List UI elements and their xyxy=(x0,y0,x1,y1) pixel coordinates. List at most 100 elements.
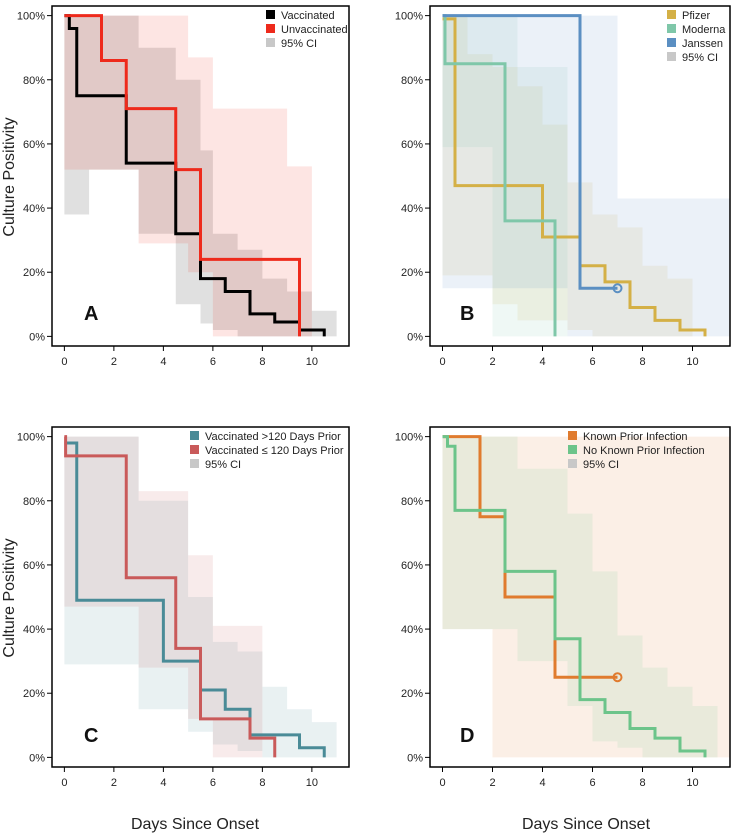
panel-a: 0% 20% 40% 60% 80% 100% 0 2 4 6 8 10 A Vaccinated Unva… xyxy=(17,5,350,368)
series-line-unvaccinated xyxy=(64,14,301,337)
y-tick-label: 20% xyxy=(23,267,45,279)
panel-letter: D xyxy=(460,725,474,747)
legend-swatch xyxy=(667,24,676,33)
series-line-pfizer xyxy=(442,17,707,337)
ci-band-vaccinated-120-days-prior xyxy=(64,436,337,758)
series-line-vaccinated xyxy=(64,14,326,337)
y-tick-label: 20% xyxy=(401,688,423,700)
series-line-vaccinated-120-days-prior xyxy=(64,435,277,758)
series-line-no-known-prior-infection xyxy=(442,435,707,758)
x-tick-label: 0 xyxy=(61,356,67,368)
y-tick-label: 20% xyxy=(401,267,423,279)
legend-swatch xyxy=(190,431,199,440)
panel-letter: C xyxy=(84,725,98,747)
y-tick-label: 60% xyxy=(401,560,423,572)
y-tick-label: 20% xyxy=(23,688,45,700)
ci-band-no-known-prior-infection xyxy=(442,436,718,758)
x-tick-label: 6 xyxy=(589,777,595,789)
y-tick-label: 0% xyxy=(29,331,45,343)
censor-point-known-prior-infection xyxy=(612,672,623,683)
y-tick-label: 80% xyxy=(23,75,45,87)
x-tick-label: 0 xyxy=(439,356,445,368)
y-tick-label: 40% xyxy=(23,203,45,215)
x-tick-label: 2 xyxy=(489,356,495,368)
x-tick-label: 6 xyxy=(210,777,216,789)
legend-label: Vaccinated xyxy=(281,10,335,22)
legend-label: No Known Prior Infection xyxy=(583,445,705,457)
legend-swatch xyxy=(190,445,199,454)
y-tick-label: 80% xyxy=(401,75,423,87)
legend-swatch xyxy=(667,52,676,61)
legend-swatch xyxy=(667,10,676,19)
legend-label: 95% CI xyxy=(281,38,317,50)
x-tick-label: 10 xyxy=(686,356,698,368)
legend-label: Janssen xyxy=(682,38,723,50)
legend-swatch xyxy=(568,445,577,454)
x-axis-title-left: Days Since Onset xyxy=(131,816,260,833)
x-tick-label: 2 xyxy=(111,777,117,789)
legend-label: Vaccinated >120 Days Prior xyxy=(205,431,341,443)
legend-swatch xyxy=(266,24,275,33)
x-tick-label: 8 xyxy=(639,777,645,789)
x-tick-label: 8 xyxy=(259,777,265,789)
y-tick-label: 100% xyxy=(17,11,45,23)
x-tick-label: 0 xyxy=(439,777,445,789)
legend-swatch xyxy=(266,38,275,47)
panel-d: 0% 20% 40% 60% 80% 100% 0 2 4 6 8 10 D Known Prior In… xyxy=(395,426,731,789)
x-tick-label: 8 xyxy=(259,356,265,368)
legend-label: 95% CI xyxy=(583,459,619,471)
y-tick-label: 40% xyxy=(401,624,423,636)
plot-frame xyxy=(429,5,731,347)
x-tick-label: 4 xyxy=(160,777,166,789)
y-tick-label: 100% xyxy=(395,11,423,23)
plot-frame xyxy=(429,426,731,768)
y-tick-label: 60% xyxy=(401,139,423,151)
ci-band-janssen xyxy=(442,15,730,337)
y-axis-title-bottom: Culture Positivity xyxy=(1,538,18,657)
legend-label: Pfizer xyxy=(682,10,710,22)
y-tick-label: 40% xyxy=(401,203,423,215)
x-tick-label: 0 xyxy=(61,777,67,789)
x-tick-label: 10 xyxy=(686,777,698,789)
y-tick-label: 80% xyxy=(23,496,45,508)
series-line-vaccinated-120-days-prior xyxy=(64,441,326,758)
panel-b: 0% 20% 40% 60% 80% 100% 0 2 4 6 8 10 B Pfizer Moderna J… xyxy=(395,5,731,368)
legend-swatch xyxy=(568,431,577,440)
y-axis-title-top: Culture Positivity xyxy=(1,117,18,236)
x-tick-label: 6 xyxy=(210,356,216,368)
legend-swatch xyxy=(667,38,676,47)
legend-swatch xyxy=(568,459,577,468)
x-tick-label: 4 xyxy=(539,356,545,368)
legend-label: Moderna xyxy=(682,24,726,36)
x-tick-label: 4 xyxy=(539,777,545,789)
panel-c: 0% 20% 40% 60% 80% 100% 0 2 4 6 8 10 C Vaccinated >12… xyxy=(17,426,350,789)
x-tick-label: 10 xyxy=(306,356,318,368)
legend-swatch xyxy=(190,459,199,468)
x-tick-label: 6 xyxy=(589,356,595,368)
x-tick-label: 2 xyxy=(111,356,117,368)
x-axis-title-right: Days Since Onset xyxy=(522,816,651,833)
y-tick-label: 40% xyxy=(23,624,45,636)
y-tick-label: 0% xyxy=(407,331,423,343)
x-tick-label: 4 xyxy=(160,356,166,368)
legend-label: Known Prior Infection xyxy=(583,431,688,443)
x-tick-label: 8 xyxy=(639,356,645,368)
legend-swatch xyxy=(266,10,275,19)
panel-letter: A xyxy=(84,303,98,325)
x-tick-label: 2 xyxy=(489,777,495,789)
legend-label: Vaccinated ≤ 120 Days Prior xyxy=(205,445,344,457)
censor-point-janssen xyxy=(612,283,623,294)
legend-label: Unvaccinated xyxy=(281,24,348,36)
legend-label: 95% CI xyxy=(205,459,241,471)
legend-label: 95% CI xyxy=(682,52,718,64)
x-tick-label: 10 xyxy=(306,777,318,789)
plot-frame xyxy=(51,426,350,768)
ci-band-vaccinated-120-days-prior xyxy=(64,436,263,758)
ci-band-known-prior-infection xyxy=(442,436,730,758)
y-tick-label: 100% xyxy=(17,432,45,444)
y-tick-label: 0% xyxy=(29,752,45,764)
plot-frame xyxy=(51,5,350,347)
y-tick-label: 60% xyxy=(23,139,45,151)
y-tick-label: 80% xyxy=(401,496,423,508)
